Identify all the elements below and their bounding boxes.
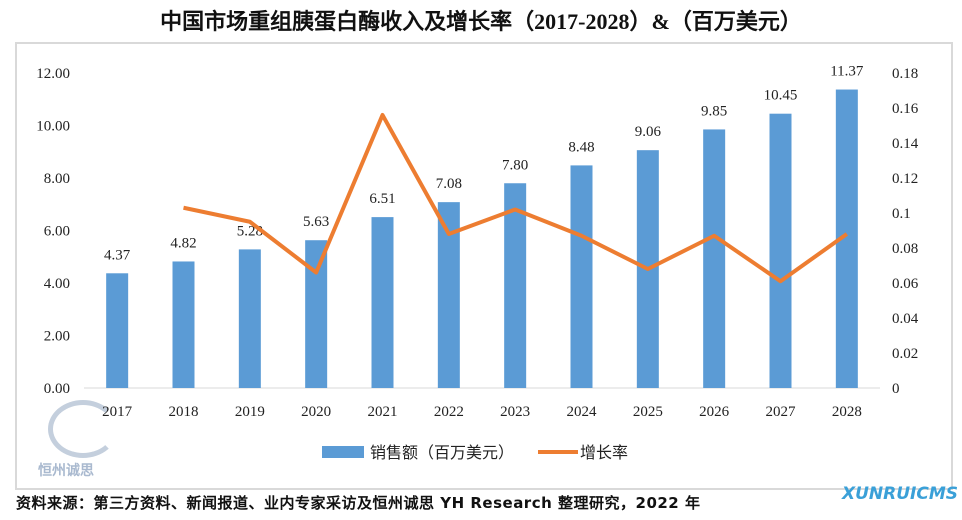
x-tick-label: 2027 <box>766 404 797 420</box>
bar-data-label: 9.85 <box>701 103 727 119</box>
swirl-logo-icon <box>48 400 118 458</box>
bar-data-label: 10.45 <box>764 88 798 104</box>
x-tick-label: 2018 <box>169 404 199 420</box>
y-right-tick-label: 0.04 <box>892 311 919 327</box>
bar-data-label: 7.08 <box>436 176 462 192</box>
y-left-tick-label: 6.00 <box>44 224 70 240</box>
y-left-tick-label: 12.00 <box>36 66 70 82</box>
bar-data-label: 8.48 <box>568 139 594 155</box>
x-tick-label: 2017 <box>102 404 133 420</box>
bar-2023 <box>504 183 527 388</box>
x-tick-label: 2022 <box>434 404 464 420</box>
bar-2026 <box>703 129 726 388</box>
y-right-tick-label: 0.1 <box>892 206 911 222</box>
bar-2020 <box>305 240 328 388</box>
x-tick-label: 2026 <box>699 404 730 420</box>
bar-data-label: 4.82 <box>170 235 196 251</box>
y-left-tick-label: 0.00 <box>44 381 70 397</box>
bar-2021 <box>371 217 394 388</box>
chart-frame <box>15 42 953 490</box>
bar-data-label: 9.06 <box>635 124 662 140</box>
x-tick-label: 2025 <box>633 404 663 420</box>
bar-data-label: 4.37 <box>104 247 131 263</box>
legend-swatch-sales <box>322 446 364 458</box>
x-tick-label: 2021 <box>368 404 398 420</box>
legend-label-growth: 增长率 <box>580 444 628 462</box>
y-right-tick-label: 0.08 <box>892 241 918 257</box>
bar-2022 <box>437 202 460 388</box>
watermark-logo-right: XUNRUICMS <box>842 484 958 504</box>
bar-data-label: 11.37 <box>830 64 864 80</box>
bar-data-label: 6.51 <box>369 191 395 207</box>
y-right-tick-label: 0.12 <box>892 171 918 187</box>
y-right-tick-label: 0.06 <box>892 276 919 292</box>
bar-2028 <box>835 89 858 388</box>
y-left-tick-label: 8.00 <box>44 171 70 187</box>
x-tick-label: 2028 <box>832 404 862 420</box>
bar-2017 <box>106 273 129 388</box>
source-note: 资料来源：第三方资料、新闻报道、业内专家采访及恒州诚思 YH Research … <box>16 494 701 512</box>
y-right-tick-label: 0.16 <box>892 101 919 117</box>
bar-data-label: 7.80 <box>502 157 528 173</box>
x-tick-label: 2023 <box>500 404 530 420</box>
bar-data-label: 5.63 <box>303 214 329 230</box>
bar-2018 <box>172 261 195 388</box>
x-tick-label: 2019 <box>235 404 265 420</box>
y-left-tick-label: 4.00 <box>44 276 70 292</box>
x-tick-label: 2020 <box>301 404 331 420</box>
chart-title: 中国市场重组胰蛋白酶收入及增长率（2017-2028）&（百万美元） <box>160 9 802 34</box>
bar-2024 <box>570 165 593 388</box>
bar-data-label: 5.28 <box>237 223 263 239</box>
y-right-tick-label: 0.18 <box>892 66 918 82</box>
legend-label-sales: 销售额（百万美元） <box>370 444 514 462</box>
y-right-tick-label: 0.14 <box>892 136 919 152</box>
watermark-left-text: 恒州诚思 <box>38 463 94 479</box>
watermark-logo-left: 恒州诚思 <box>38 400 118 480</box>
x-tick-label: 2024 <box>567 404 598 420</box>
y-left-tick-label: 10.00 <box>36 119 70 135</box>
y-left-tick-label: 2.00 <box>44 329 70 345</box>
bar-2019 <box>238 249 261 388</box>
y-right-tick-label: 0.02 <box>892 346 918 362</box>
bar-2027 <box>769 113 792 388</box>
y-right-tick-label: 0 <box>892 381 900 397</box>
